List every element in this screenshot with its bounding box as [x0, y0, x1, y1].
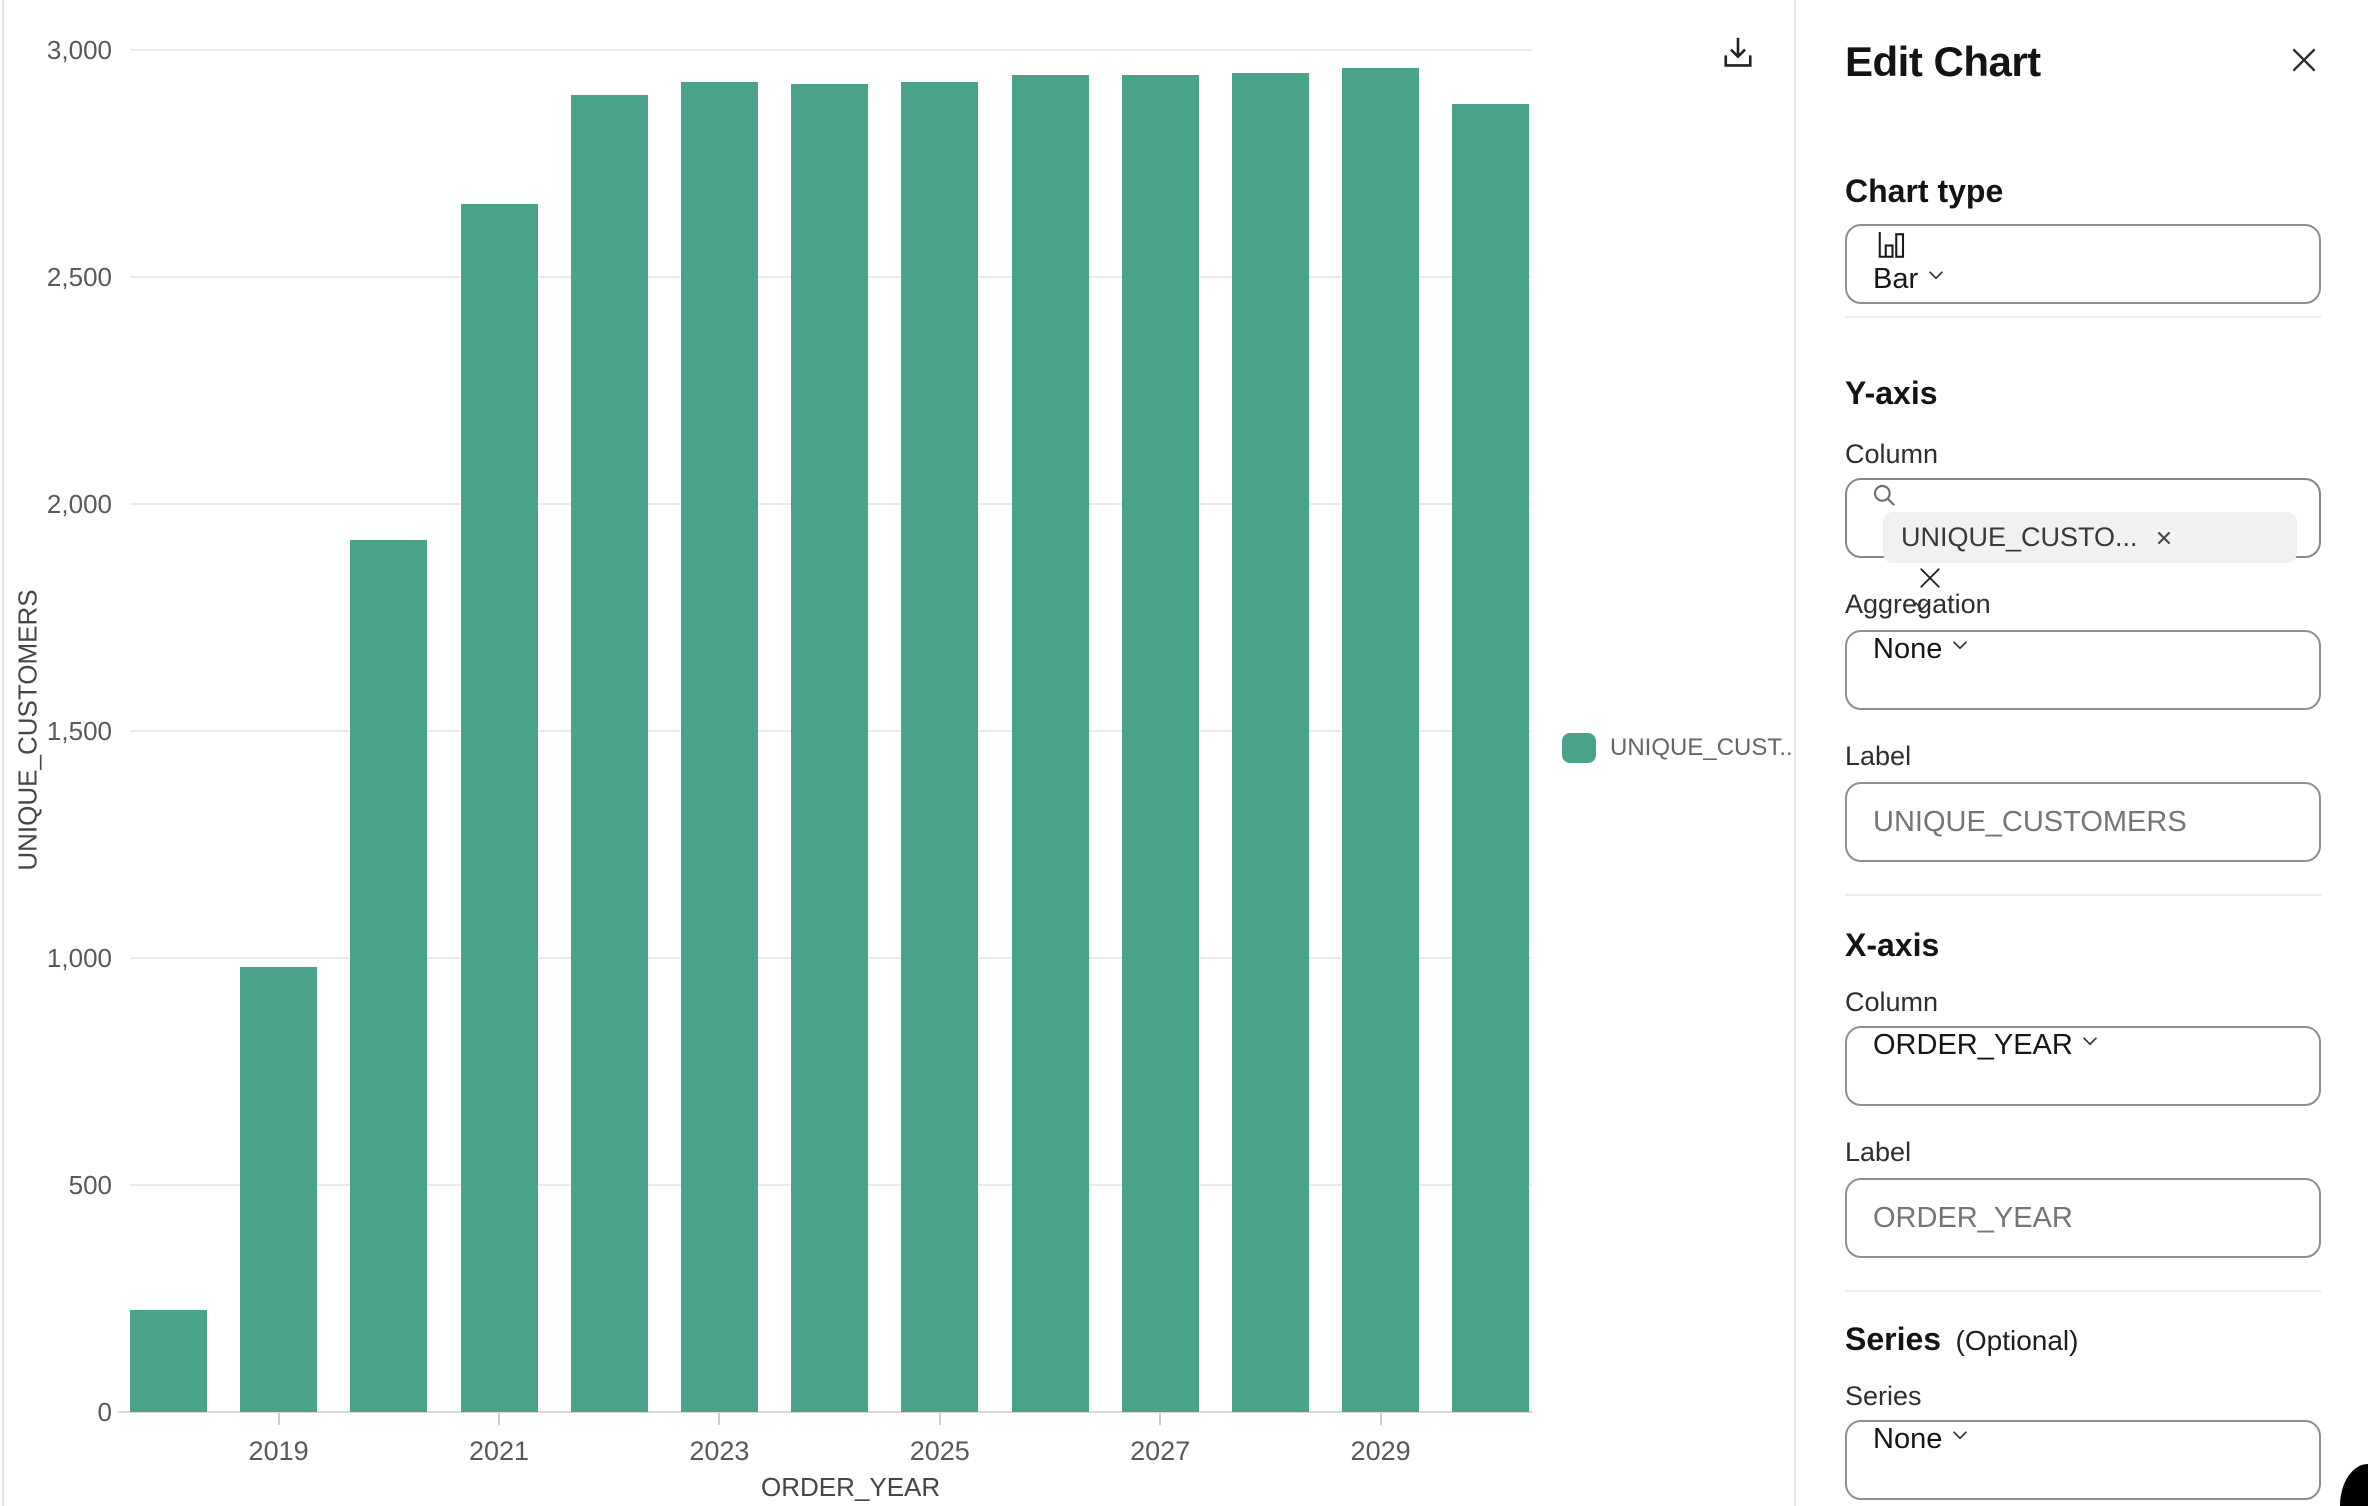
close-icon — [2287, 43, 2321, 82]
series-heading: Series — [1845, 1321, 1942, 1357]
aggregation-value: None — [1873, 633, 1943, 665]
series-select[interactable]: None — [1845, 1420, 2321, 1500]
y-label-input[interactable] — [1845, 782, 2321, 862]
x-axis-title: ORDER_YEAR — [761, 1472, 941, 1502]
x-column-value: ORDER_YEAR — [1873, 1029, 2073, 1061]
x-tick — [1159, 1413, 1162, 1425]
aggregation-select[interactable]: None — [1845, 630, 2321, 710]
x-tick-label: 2021 — [468, 1436, 530, 1466]
chart-legend: UNIQUE_CUST... — [1562, 733, 1799, 763]
bar-2023[interactable] — [680, 82, 758, 1412]
chip-remove-icon[interactable] — [2154, 528, 2174, 548]
legend-swatch — [1562, 733, 1596, 763]
x-tick — [718, 1413, 721, 1425]
y-label-label: Label — [1845, 741, 1912, 771]
clear-selection-icon[interactable] — [1915, 563, 2297, 593]
y-tick-label: 3,000 — [46, 35, 112, 65]
y-tick-label: 0 — [97, 1397, 112, 1427]
series-value: None — [1873, 1423, 1943, 1455]
x-label-label: Label — [1845, 1137, 1912, 1167]
x-tick — [277, 1413, 280, 1425]
bar-2019[interactable] — [240, 967, 318, 1412]
x-tick — [938, 1413, 941, 1425]
x-tick-label: 2025 — [909, 1436, 970, 1466]
y-tick-label: 1,500 — [46, 716, 112, 746]
x-tick-label: 2029 — [1350, 1436, 1411, 1466]
y-column-chip-label: UNIQUE_CUSTO... — [1901, 522, 2138, 552]
left-edge-divider — [2, 0, 4, 1506]
chevron-down-icon — [1947, 1431, 1973, 1452]
chevron-down-icon — [1923, 271, 1949, 292]
x-axis-line — [118, 1411, 1532, 1413]
y-tick-label: 500 — [68, 1170, 112, 1200]
x-tick-label: 2027 — [1130, 1436, 1191, 1466]
bar-2022[interactable] — [570, 95, 648, 1412]
y-axis-title: UNIQUE_CUSTOMERS — [12, 589, 43, 871]
y-tick-label: 1,000 — [46, 943, 112, 973]
bar-chart-icon — [1873, 226, 2273, 262]
x-tick — [1379, 1413, 1382, 1425]
section-divider — [1845, 894, 2321, 896]
bar-2026[interactable] — [1011, 75, 1089, 1412]
chevron-down-icon — [2077, 1037, 2103, 1058]
chart-type-value: Bar — [1873, 263, 1919, 295]
x-tick-label: 2019 — [248, 1436, 309, 1466]
panel-header: Edit Chart — [1845, 36, 2321, 88]
y-column-label: Column — [1845, 439, 1939, 469]
close-panel-button[interactable] — [2287, 43, 2321, 82]
y-tick-label: 2,000 — [46, 489, 112, 519]
chevron-down-icon — [1947, 641, 1973, 662]
y-column-select[interactable]: UNIQUE_CUSTO... — [1845, 478, 2321, 611]
legend-label: UNIQUE_CUST... — [1610, 734, 1800, 761]
bar-2030[interactable] — [1452, 104, 1530, 1412]
bar-2020[interactable] — [350, 540, 428, 1412]
bar-2029[interactable] — [1342, 68, 1420, 1412]
x-tick-label: 2023 — [689, 1436, 750, 1466]
series-heading-suffix: (Optional) — [1955, 1325, 2079, 1356]
y-column-chip[interactable]: UNIQUE_CUSTO... — [1883, 512, 2297, 563]
download-chart-button[interactable] — [1712, 30, 1764, 82]
aggregation-label: Aggregation — [1845, 589, 1991, 619]
bar-2025[interactable] — [901, 82, 979, 1412]
section-divider — [1845, 316, 2321, 318]
series-heading-row: Series (Optional) — [1845, 1320, 2321, 1358]
bar-2028[interactable] — [1231, 73, 1309, 1412]
series-label: Series — [1845, 1381, 1922, 1411]
y-axis-heading: Y-axis — [1845, 375, 1938, 411]
chart-type-heading: Chart type — [1845, 173, 2004, 209]
bar-2024[interactable] — [791, 84, 869, 1412]
x-column-select[interactable]: ORDER_YEAR — [1845, 1026, 2321, 1106]
download-icon — [1717, 33, 1759, 80]
panel-title: Edit Chart — [1845, 38, 2041, 85]
chart-card: 0 500 1,000 1,500 2,000 2,500 3,000 2019 2021 202… — [0, 0, 1799, 1506]
y-tick-label: 2,500 — [46, 262, 112, 292]
chart-type-select[interactable]: Bar — [1845, 224, 2321, 304]
edit-chart-panel: Edit Chart Chart type Bar — [1794, 0, 2368, 1506]
x-tick — [498, 1413, 500, 1425]
bar-2021[interactable] — [460, 204, 538, 1412]
chevron-down-icon[interactable] — [1909, 602, 1935, 623]
bar-2018[interactable] — [129, 1310, 207, 1412]
x-axis-heading: X-axis — [1845, 927, 1940, 963]
section-divider — [1845, 1290, 2321, 1292]
bar-2027[interactable] — [1121, 75, 1199, 1412]
x-column-label: Column — [1845, 987, 1939, 1017]
search-icon — [1869, 480, 2297, 512]
gridline — [130, 49, 1532, 51]
x-label-input[interactable] — [1845, 1178, 2321, 1258]
